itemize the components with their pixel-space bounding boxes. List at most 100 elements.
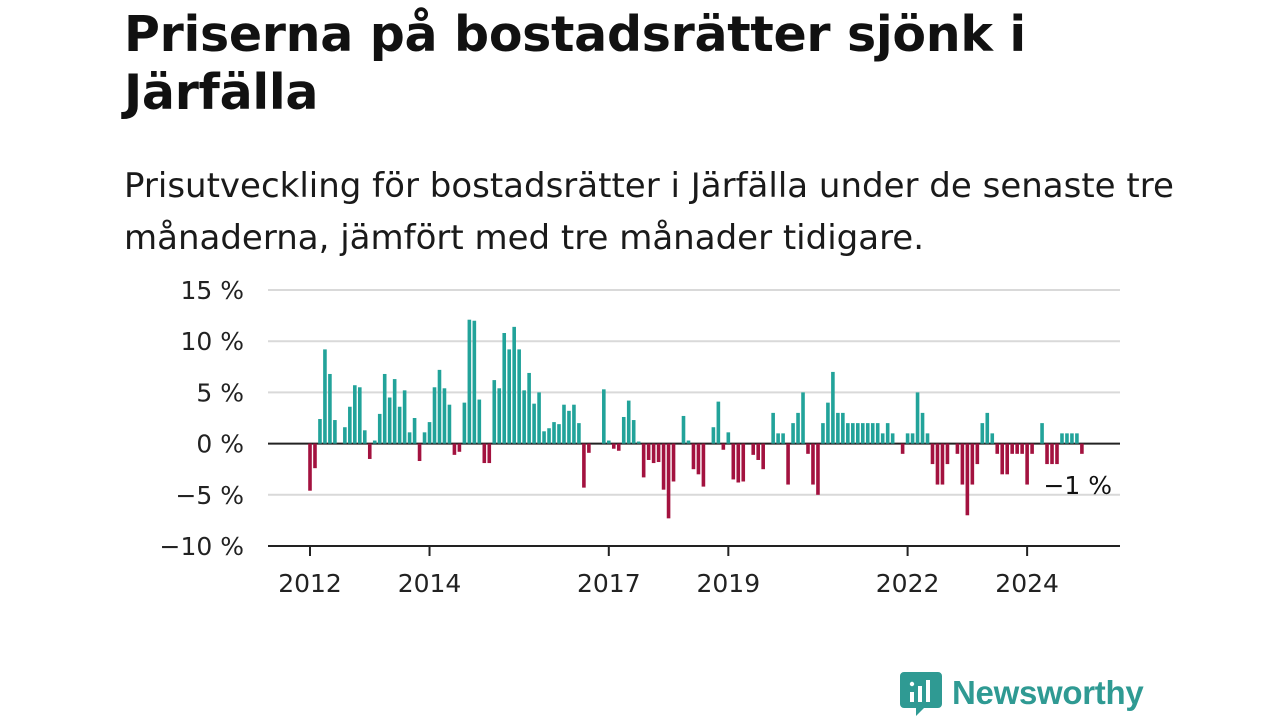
bar [666, 443, 671, 519]
bar [507, 349, 511, 444]
y-axis-ticks: 15 % 10 % 5 % 0 % −5 % −10 % [160, 276, 244, 561]
bar [761, 443, 765, 470]
bar [1025, 443, 1029, 485]
bar [915, 392, 920, 444]
bar [442, 388, 447, 444]
bar [333, 420, 337, 444]
bar [432, 387, 437, 444]
brand-name: Newsworthy [952, 674, 1144, 711]
x-tick-label: 2019 [697, 569, 761, 598]
bar [572, 404, 576, 444]
bar [1070, 433, 1074, 444]
bar [955, 443, 960, 454]
bar [970, 443, 975, 485]
x-tick-label: 2024 [995, 569, 1059, 598]
bar [532, 403, 536, 444]
bar [771, 412, 775, 444]
bar [686, 440, 691, 444]
bar [392, 379, 397, 444]
bar [641, 443, 646, 478]
bar [851, 423, 855, 444]
bar [905, 433, 910, 444]
bar [980, 423, 985, 444]
y-tick-label: 10 % [180, 327, 244, 356]
bar [1080, 443, 1084, 454]
bar-chart: 15 % 10 % 5 % 0 % −5 % −10 % 2012 2014 2017 2019… [160, 276, 1120, 598]
annotation-label: −1 % [1043, 471, 1112, 500]
bar [611, 443, 616, 449]
bar [781, 433, 785, 444]
bar [1050, 443, 1054, 465]
bar [801, 392, 805, 444]
bar [965, 443, 970, 516]
bar [721, 443, 726, 450]
bars [308, 319, 1084, 519]
bar [995, 443, 1000, 454]
bar [328, 373, 332, 444]
bar [626, 400, 631, 444]
bar [890, 433, 895, 444]
bar [577, 423, 581, 444]
bar [1010, 443, 1014, 454]
y-tick-label: 15 % [180, 276, 244, 305]
bar [716, 401, 721, 444]
bar [636, 441, 641, 444]
y-tick-label: 0 % [196, 430, 244, 459]
bar [945, 443, 950, 465]
bar [358, 387, 362, 444]
bar [462, 402, 467, 444]
bar [527, 372, 531, 444]
bar [1055, 443, 1059, 465]
bar [681, 415, 686, 444]
bar [661, 443, 666, 490]
bar [377, 413, 382, 444]
bar [372, 440, 377, 444]
y-tick-label: −5 % [175, 481, 244, 510]
bar [975, 443, 980, 465]
bar [517, 349, 521, 444]
bar [407, 432, 412, 444]
bar [616, 443, 621, 451]
bar [786, 443, 790, 485]
bar [776, 433, 780, 444]
bar [831, 371, 835, 444]
bar [402, 390, 407, 444]
bar [656, 443, 661, 463]
bar [826, 402, 830, 444]
bar [836, 412, 840, 444]
bar [492, 380, 497, 444]
bar [467, 319, 472, 444]
bar [756, 443, 760, 460]
newsworthy-logo-icon [900, 672, 942, 716]
annotations: −1 % [1043, 471, 1112, 500]
bar [482, 443, 487, 464]
bar [552, 422, 556, 444]
bar [856, 423, 860, 444]
bar [318, 419, 322, 444]
bar [701, 443, 706, 487]
y-tick-label: 5 % [196, 378, 244, 407]
bar [880, 433, 885, 444]
x-tick-label: 2022 [876, 569, 940, 598]
bar [940, 443, 945, 485]
x-tick-label: 2017 [577, 569, 641, 598]
bar [567, 410, 571, 444]
bar [646, 443, 651, 460]
bar [796, 412, 800, 444]
bar [512, 326, 516, 444]
bar [417, 443, 422, 462]
bar [452, 443, 457, 455]
bar [935, 443, 940, 485]
bar [806, 443, 810, 454]
bar [985, 412, 990, 444]
bar [1005, 443, 1009, 475]
chart-subtitle: Prisutveckling för bostadsrätter i Järfä… [124, 166, 1174, 258]
bar [1000, 443, 1005, 475]
bar [348, 406, 352, 444]
bar [387, 397, 392, 444]
bar [607, 440, 611, 444]
bar [990, 433, 995, 444]
bar [437, 369, 442, 444]
x-axis-ticks: 2012 2014 2017 2019 2022 2024 [268, 545, 1120, 598]
bar [920, 412, 925, 444]
